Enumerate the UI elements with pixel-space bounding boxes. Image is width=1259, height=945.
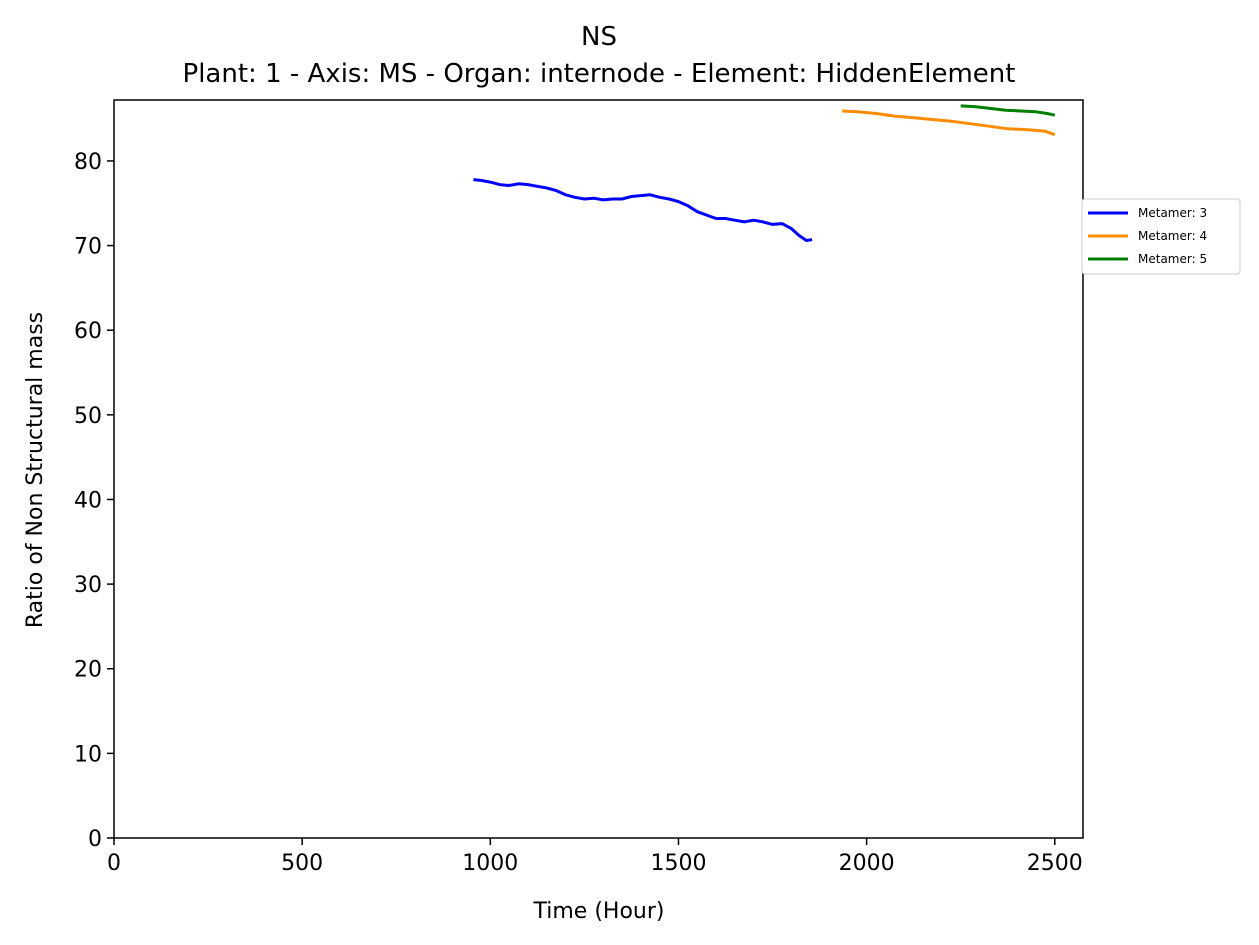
- x-tick-label: 0: [107, 851, 121, 876]
- legend-label: Metamer: 4: [1138, 229, 1207, 243]
- legend-label: Metamer: 3: [1138, 206, 1207, 220]
- plot-area: 0 500 1000 1500 2000 2500 0 10 20 30 40 50 60 70 80: [74, 99, 1084, 876]
- y-tick-label: 20: [74, 658, 102, 683]
- y-tick-label: 60: [74, 319, 102, 344]
- chart-subtitle: Plant: 1 - Axis: MS - Organ: internode -…: [183, 59, 1016, 89]
- y-tick-label: 80: [74, 150, 102, 175]
- y-tick-label: 0: [88, 827, 102, 852]
- series-line-2: [842, 109, 1056, 137]
- series-line-1: [473, 178, 813, 242]
- x-tick-label: 1500: [650, 851, 706, 876]
- y-tick-label: 70: [74, 235, 102, 260]
- legend-label: Metamer: 5: [1138, 252, 1207, 266]
- legend: Metamer: 3 Metamer: 4 Metamer: 5: [1081, 198, 1241, 275]
- x-tick-label: 2000: [839, 851, 895, 876]
- y-tick-label: 10: [74, 742, 102, 767]
- y-axis-label: Ratio of Non Structural mass: [23, 312, 48, 628]
- chart-title: NS: [581, 22, 617, 52]
- x-tick-label: 500: [281, 851, 323, 876]
- x-tick-label: 1000: [462, 851, 518, 876]
- series-line-3: [960, 104, 1056, 117]
- y-tick-label: 30: [74, 573, 102, 598]
- plot-frame: [113, 99, 1084, 839]
- legend-box: [1081, 198, 1241, 275]
- x-tick-label: 2500: [1027, 851, 1083, 876]
- x-axis-label: Time (Hour): [533, 899, 665, 924]
- y-tick-label: 40: [74, 488, 102, 513]
- y-tick-label: 50: [74, 404, 102, 429]
